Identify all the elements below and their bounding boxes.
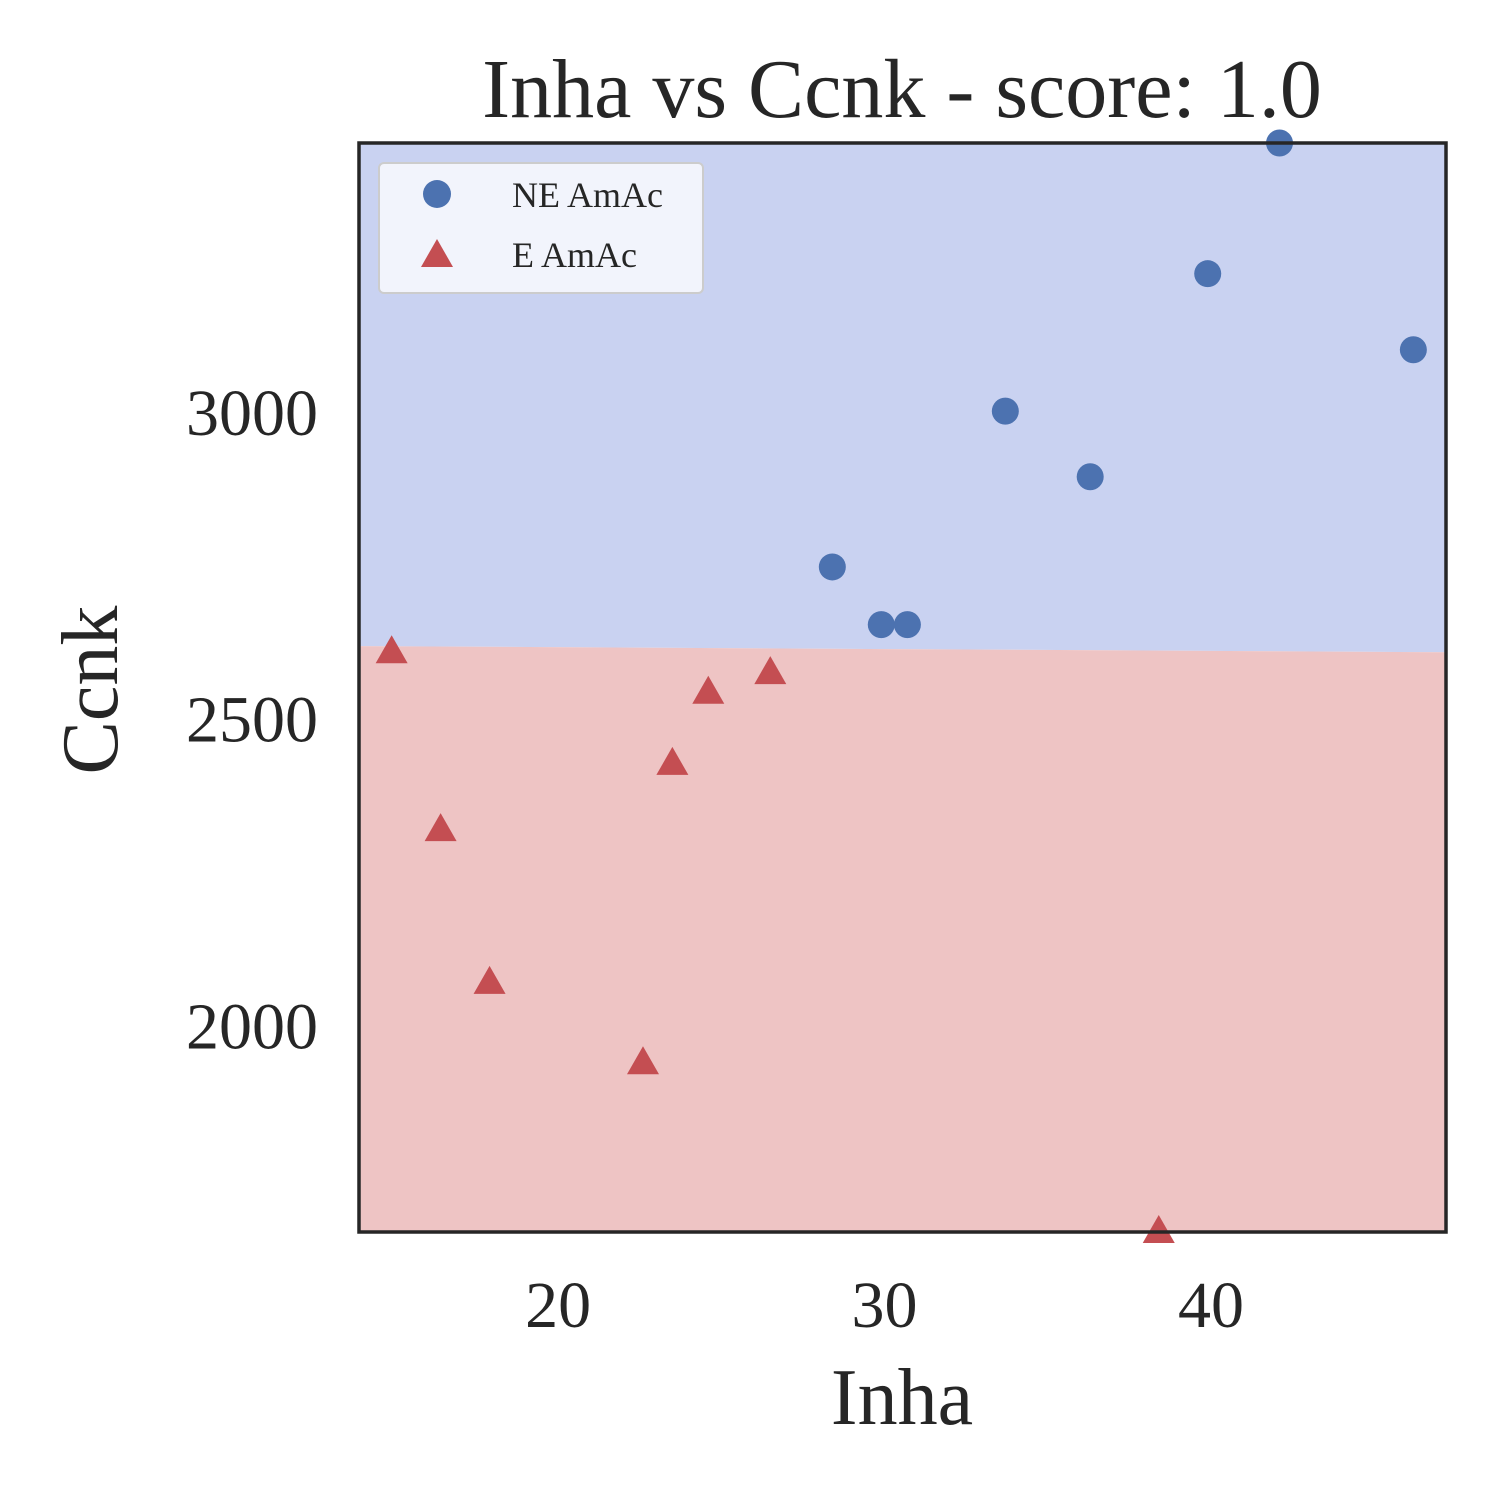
x-tick-labels: 20 30 40 — [525, 1269, 1244, 1342]
y-tick-label: 2500 — [186, 684, 318, 757]
y-tick-label: 3000 — [186, 377, 318, 450]
point-ne-amac — [991, 397, 1019, 425]
y-tick-label: 2000 — [186, 990, 318, 1063]
point-ne-amac — [893, 611, 921, 639]
point-ne-amac — [1399, 336, 1427, 364]
point-e-amac — [473, 965, 506, 994]
point-e-amac — [754, 656, 787, 685]
legend-box — [378, 162, 704, 294]
point-ne-amac — [1194, 260, 1222, 288]
y-axis-label: Ccnk — [47, 606, 135, 775]
legend-label-ne-amac: NE AmAc — [512, 175, 663, 215]
point-ne-amac — [818, 553, 846, 581]
y-tick-labels: 2000 2500 3000 — [186, 377, 318, 1064]
point-e-amac — [375, 635, 408, 664]
legend-triangle-icon — [421, 239, 453, 267]
x-tick-label: 40 — [1178, 1269, 1244, 1342]
data-points — [375, 129, 1427, 1243]
legend-circle-icon — [423, 180, 451, 208]
legend: NE AmAc E AmAc — [378, 162, 704, 294]
plot-frame — [357, 141, 1448, 1234]
point-ne-amac — [867, 611, 895, 639]
legend-label-e-amac: E AmAc — [512, 235, 637, 275]
decision-regions — [359, 143, 1446, 1232]
x-tick-label: 30 — [852, 1269, 918, 1342]
point-e-amac — [692, 675, 725, 704]
chart-title: Inha vs Ccnk - score: 1.0 — [482, 43, 1322, 136]
x-axis-label: Inha — [831, 1354, 973, 1442]
region-e-amac — [359, 646, 1446, 1232]
point-e-amac — [1142, 1215, 1175, 1243]
point-e-amac — [656, 746, 689, 775]
point-ne-amac — [1076, 463, 1104, 491]
x-tick-label: 20 — [525, 1269, 591, 1342]
point-e-amac — [424, 813, 457, 842]
point-e-amac — [626, 1046, 659, 1075]
